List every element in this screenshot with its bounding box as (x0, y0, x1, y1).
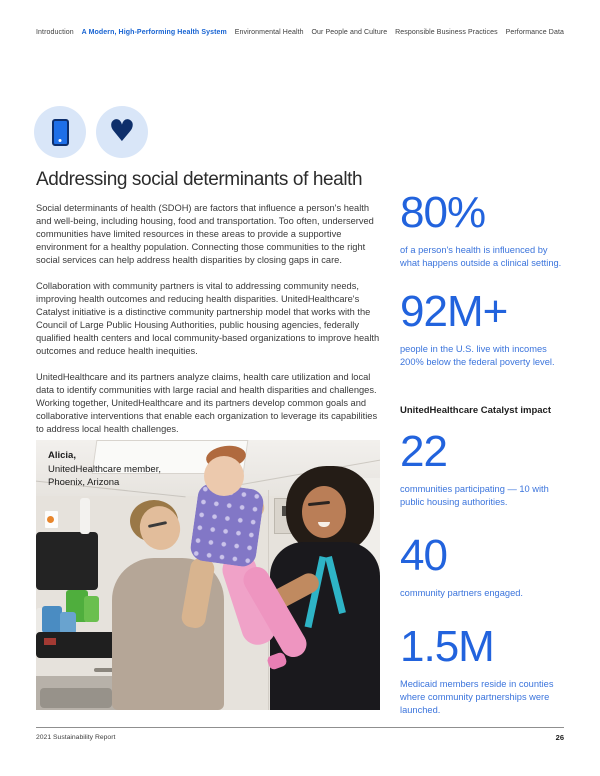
photo-blue-cup (60, 612, 76, 634)
stat-22-communities: 22 communities participating — 10 with p… (400, 429, 568, 509)
photo-baby-head (204, 456, 244, 496)
body-paragraph-3: UnitedHealthcare and its partners analyz… (36, 372, 378, 434)
photo-faucet (94, 668, 122, 672)
stat-caption: Medicaid members reside in counties wher… (400, 679, 554, 715)
nav-responsible-business[interactable]: Responsible Business Practices (395, 29, 498, 36)
stat-80-percent: 80% of a person's health is influenced b… (400, 190, 568, 270)
stats-column: 80% of a person's health is influenced b… (400, 190, 568, 717)
footer-report-title: 2021 Sustainability Report (36, 734, 116, 741)
stat-1-5m-members: 1.5M Medicaid members reside in counties… (400, 624, 568, 717)
smartphone-icon (51, 118, 69, 146)
stat-value: 40 (400, 531, 448, 580)
heart-badge: ♥ (96, 106, 148, 158)
stat-92m: 92M+ people in the U.S. live with income… (400, 289, 568, 369)
stat-caption: of a person's health is influenced by wh… (400, 245, 562, 268)
nav-modern-health-system[interactable]: A Modern, High-Performing Health System (81, 29, 227, 36)
photo-tray-detail (44, 638, 56, 645)
photo-black-tray (36, 632, 122, 658)
photo-partner-smile (318, 522, 330, 527)
body-paragraph-1: Social determinants of health (SDOH) are… (36, 203, 374, 265)
article-column: Addressing social determinants of health… (36, 169, 383, 449)
stat-caption: community partners engaged. (400, 588, 523, 598)
footer-page-number: 26 (555, 733, 564, 742)
heart-icon: ♥ (108, 114, 136, 149)
nav-environmental-health[interactable]: Environmental Health (234, 29, 304, 36)
phone-home-button (58, 139, 62, 142)
photo-sink (40, 688, 112, 708)
nav-performance-data[interactable]: Performance Data (505, 29, 564, 36)
photo-bottle (80, 498, 90, 534)
stat-caption: communities participating — 10 with publ… (400, 484, 549, 507)
photo-caption: Alicia, UnitedHealthcare member, Phoenix… (48, 449, 161, 490)
photo-small-item-detail (47, 516, 54, 523)
stat-value: 22 (400, 427, 448, 476)
photo-shelf-unit (36, 532, 98, 590)
footer-divider (36, 727, 564, 728)
photo-blue-cup (42, 606, 62, 633)
stat-value: 1.5M (400, 622, 495, 671)
nav-introduction[interactable]: Introduction (36, 29, 74, 36)
stat-40-partners: 40 community partners engaged. (400, 533, 568, 600)
mobile-device-badge (34, 106, 86, 158)
stat-value: 80% (400, 188, 486, 237)
nav-people-culture[interactable]: Our People and Culture (311, 29, 388, 36)
stat-caption: people in the U.S. live with incomes 200… (400, 344, 555, 367)
photo-partner-head (302, 486, 346, 538)
photo-caption-line: Phoenix, Arizona (48, 477, 120, 488)
photo-green-cup (84, 596, 99, 622)
catalyst-impact-heading: UnitedHealthcare Catalyst impact (400, 405, 551, 416)
top-navigation: Introduction A Modern, High-Performing H… (36, 29, 564, 36)
body-paragraph-2: Collaboration with community partners is… (36, 281, 380, 356)
photo-caption-line: UnitedHealthcare member, (48, 463, 161, 475)
photo-kitchen-scene: Alicia, UnitedHealthcare member, Phoenix… (36, 440, 380, 710)
page-title: Addressing social determinants of health (36, 169, 363, 190)
photo-caption-name: Alicia, (48, 450, 76, 461)
stat-value: 92M+ (400, 287, 508, 336)
